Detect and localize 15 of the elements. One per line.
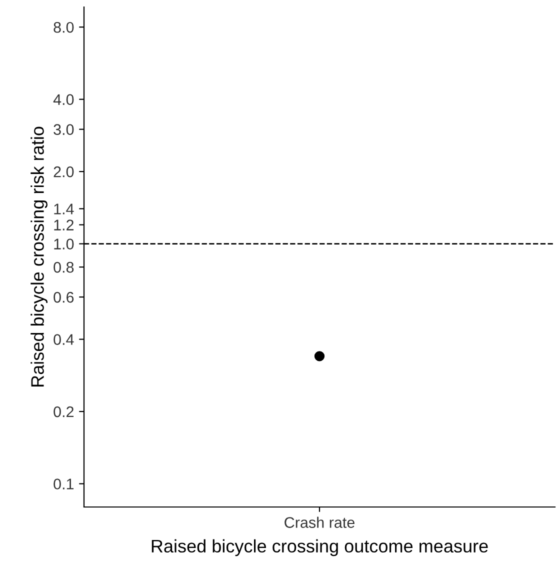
y-tick-label: 1.4 [54,204,74,214]
y-tick-label: 0.4 [54,334,74,345]
y-tick-label: 0.1 [54,478,74,490]
y-tick-label: 3.0 [54,124,74,135]
x-axis-title: Raised bicycle crossing outcome measure [152,539,488,556]
y-tick-label: 1.2 [54,220,74,230]
y-tick-label: 0.8 [54,262,74,273]
y-tick-label: 0.2 [54,406,74,418]
y-tick-label: 8.0 [54,22,74,33]
y-tick-label: 0.6 [54,292,74,303]
y-tick-label: 4.0 [53,94,74,105]
y-tick-label: 2.0 [54,166,74,178]
y-tick-label: 1.0 [54,238,74,250]
y-axis-title: Raised bicycle crossing risk ratio [30,126,48,386]
x-tick-label: Crash rate [284,516,354,528]
